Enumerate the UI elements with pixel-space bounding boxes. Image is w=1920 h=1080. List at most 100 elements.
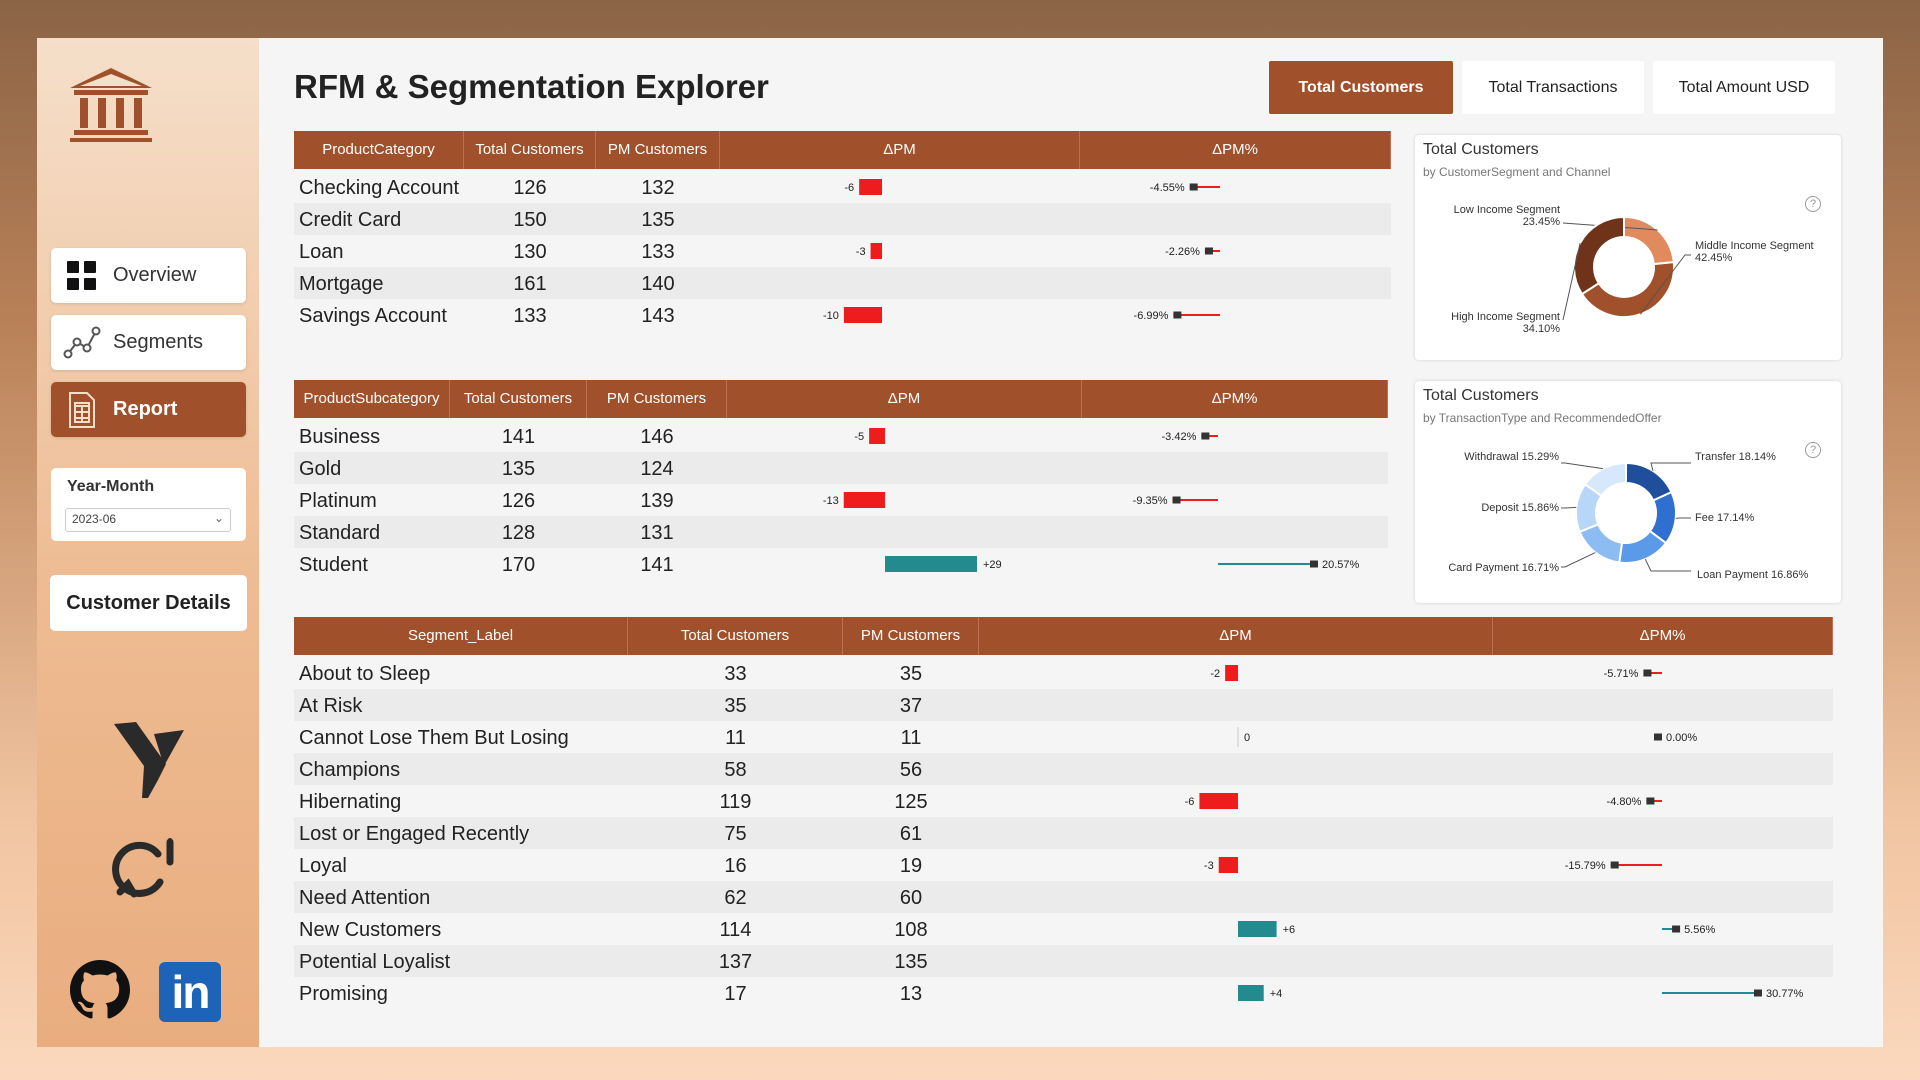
row-label: About to Sleep <box>299 663 431 685</box>
total-transactions-button[interactable]: Total Transactions <box>1462 61 1644 114</box>
total-customers-cell: 150 <box>513 209 547 231</box>
delta-bar <box>869 428 885 444</box>
table-header: ProductSubcategory Total Customers PM Cust… <box>294 380 1388 418</box>
leader-line <box>1561 552 1596 568</box>
pct-label: -5.71% <box>1604 668 1639 680</box>
table-row[interactable]: Champions 58 56 <box>294 753 1833 785</box>
year-month-dropdown[interactable]: 2023-06 ⌄ <box>65 508 231 532</box>
bank-logo-icon <box>70 68 152 142</box>
transaction-type-donut-card: Total Customers by TransactionType and R… <box>1415 381 1841 603</box>
total-customers-cell: 35 <box>724 695 747 717</box>
slicer-value: 2023-06 <box>72 512 117 526</box>
page-title: RFM & Segmentation Explorer <box>294 68 769 105</box>
help-icon[interactable]: ? <box>1805 196 1821 212</box>
table-row[interactable]: Credit Card 150 135 <box>294 203 1391 235</box>
pct-label: -15.79% <box>1565 860 1606 872</box>
linkedin-icon[interactable]: in <box>159 962 221 1022</box>
pm-customers-cell: 131 <box>640 522 674 544</box>
pm-customers-cell: 143 <box>641 305 675 327</box>
column-header[interactable]: ΔPM% <box>1080 131 1391 169</box>
row-label: At Risk <box>299 695 363 717</box>
delta-bar <box>843 307 882 323</box>
donut-slice[interactable] <box>1583 461 1627 498</box>
donut-slice[interactable] <box>1623 215 1675 266</box>
nav-report-button[interactable]: Report <box>51 382 246 437</box>
transaction-type-donut: Transfer 18.14% Fee 17.14% Loan Payment 16… <box>1448 451 1808 581</box>
column-header[interactable]: ProductSubcategory <box>294 380 450 418</box>
table-row[interactable]: Savings Account 133 143 <box>294 299 1391 331</box>
chevron-down-icon: ⌄ <box>213 511 224 525</box>
table-row[interactable]: Gold 135 124 <box>294 452 1388 484</box>
column-header[interactable]: Total Customers <box>464 131 596 169</box>
column-header[interactable]: Total Customers <box>450 380 587 418</box>
row-label: Platinum <box>299 490 377 512</box>
pct-label: -9.35% <box>1133 495 1168 507</box>
table-row[interactable]: Mortgage 161 140 <box>294 267 1391 299</box>
table-row[interactable]: Hibernating 119 125 <box>294 785 1833 817</box>
delta-bar <box>1238 985 1264 1001</box>
column-header[interactable]: ΔPM <box>979 617 1493 655</box>
table-header: ProductCategory Total Customers PM Custome… <box>294 131 1391 169</box>
total-customers-cell: 130 <box>513 241 547 263</box>
total-customers-button[interactable]: Total Customers <box>1269 61 1453 114</box>
column-header[interactable]: PM Customers <box>587 380 727 418</box>
power-bi-icon[interactable] <box>108 718 188 803</box>
nav-overview-button[interactable]: Overview <box>51 248 246 303</box>
row-label: Hibernating <box>299 791 402 813</box>
total-customers-cell: 119 <box>719 791 752 813</box>
year-month-slicer: Year-Month 2023-06 ⌄ <box>51 468 246 541</box>
table-row[interactable]: Cannot Lose Them But Losing 11 11 <box>294 721 1833 753</box>
help-icon[interactable]: ? <box>1805 442 1821 458</box>
leader-line <box>1644 558 1691 572</box>
table-row[interactable]: At Risk 35 37 <box>294 689 1833 721</box>
total-customers-cell: 75 <box>724 823 747 845</box>
table-row[interactable]: Student 170 141 <box>294 548 1388 580</box>
total-customers-cell: 133 <box>513 305 547 327</box>
table-row[interactable]: Promising 17 13 <box>294 977 1833 1009</box>
column-header[interactable]: PM Customers <box>596 131 720 169</box>
table-row[interactable]: Business 141 146 <box>294 420 1388 452</box>
table-row[interactable]: Loyal 16 19 <box>294 849 1833 881</box>
delta-label: 0 <box>1244 732 1250 744</box>
table-row[interactable]: Need Attention 62 60 <box>294 881 1833 913</box>
nav-segments-button[interactable]: Segments <box>51 315 246 370</box>
column-header[interactable]: Total Customers <box>628 617 843 655</box>
column-header[interactable]: ΔPM <box>727 380 1082 418</box>
slice-label: Deposit 15.86% <box>1481 502 1559 514</box>
slice-value: 42.45% <box>1695 252 1733 264</box>
row-label: Mortgage <box>299 273 384 295</box>
table-row[interactable]: About to Sleep 33 35 <box>294 657 1833 689</box>
total-amount-usd-button[interactable]: Total Amount USD <box>1653 61 1835 114</box>
pm-customers-cell: 60 <box>899 887 923 909</box>
delta-label: -5 <box>854 431 864 443</box>
github-icon[interactable] <box>70 960 130 1020</box>
column-header[interactable]: ProductCategory <box>294 131 464 169</box>
row-label: New Customers <box>299 919 442 941</box>
table-row[interactable]: Platinum 126 139 <box>294 484 1388 516</box>
column-header[interactable]: ΔPM% <box>1493 617 1833 655</box>
donut-slice[interactable] <box>1580 261 1675 318</box>
table-row[interactable]: Potential Loyalist 137 135 <box>294 945 1833 977</box>
total-customers-cell: 170 <box>501 554 536 576</box>
table-row[interactable]: Loan 130 133 <box>294 235 1391 267</box>
table-row[interactable]: New Customers 114 108 <box>294 913 1833 945</box>
column-header[interactable]: ΔPM% <box>1082 380 1388 418</box>
donut-slice[interactable] <box>1573 215 1625 296</box>
table-row[interactable]: Lost or Engaged Recently 75 61 <box>294 817 1833 849</box>
column-header[interactable]: Segment_Label <box>294 617 628 655</box>
total-customers-cell: 16 <box>724 855 747 877</box>
column-header[interactable]: ΔPM <box>720 131 1080 169</box>
customer-details-button[interactable]: Customer Details <box>50 575 247 631</box>
customer-segment-donut-card: Total Customers by CustomerSegment and C… <box>1415 135 1841 360</box>
table-row[interactable]: Checking Account 126 132 <box>294 171 1391 203</box>
total-customers-cell: 137 <box>718 951 753 973</box>
refresh-icon[interactable] <box>110 832 182 904</box>
slice-label: Withdrawal 15.29% <box>1464 451 1559 463</box>
delta-label: -2 <box>1210 668 1220 680</box>
column-header[interactable]: PM Customers <box>843 617 979 655</box>
report-sheet-icon <box>61 389 103 431</box>
table-row[interactable]: Standard 128 131 <box>294 516 1388 548</box>
pm-customers-cell: 13 <box>899 983 923 1005</box>
delta-bar <box>859 179 882 195</box>
